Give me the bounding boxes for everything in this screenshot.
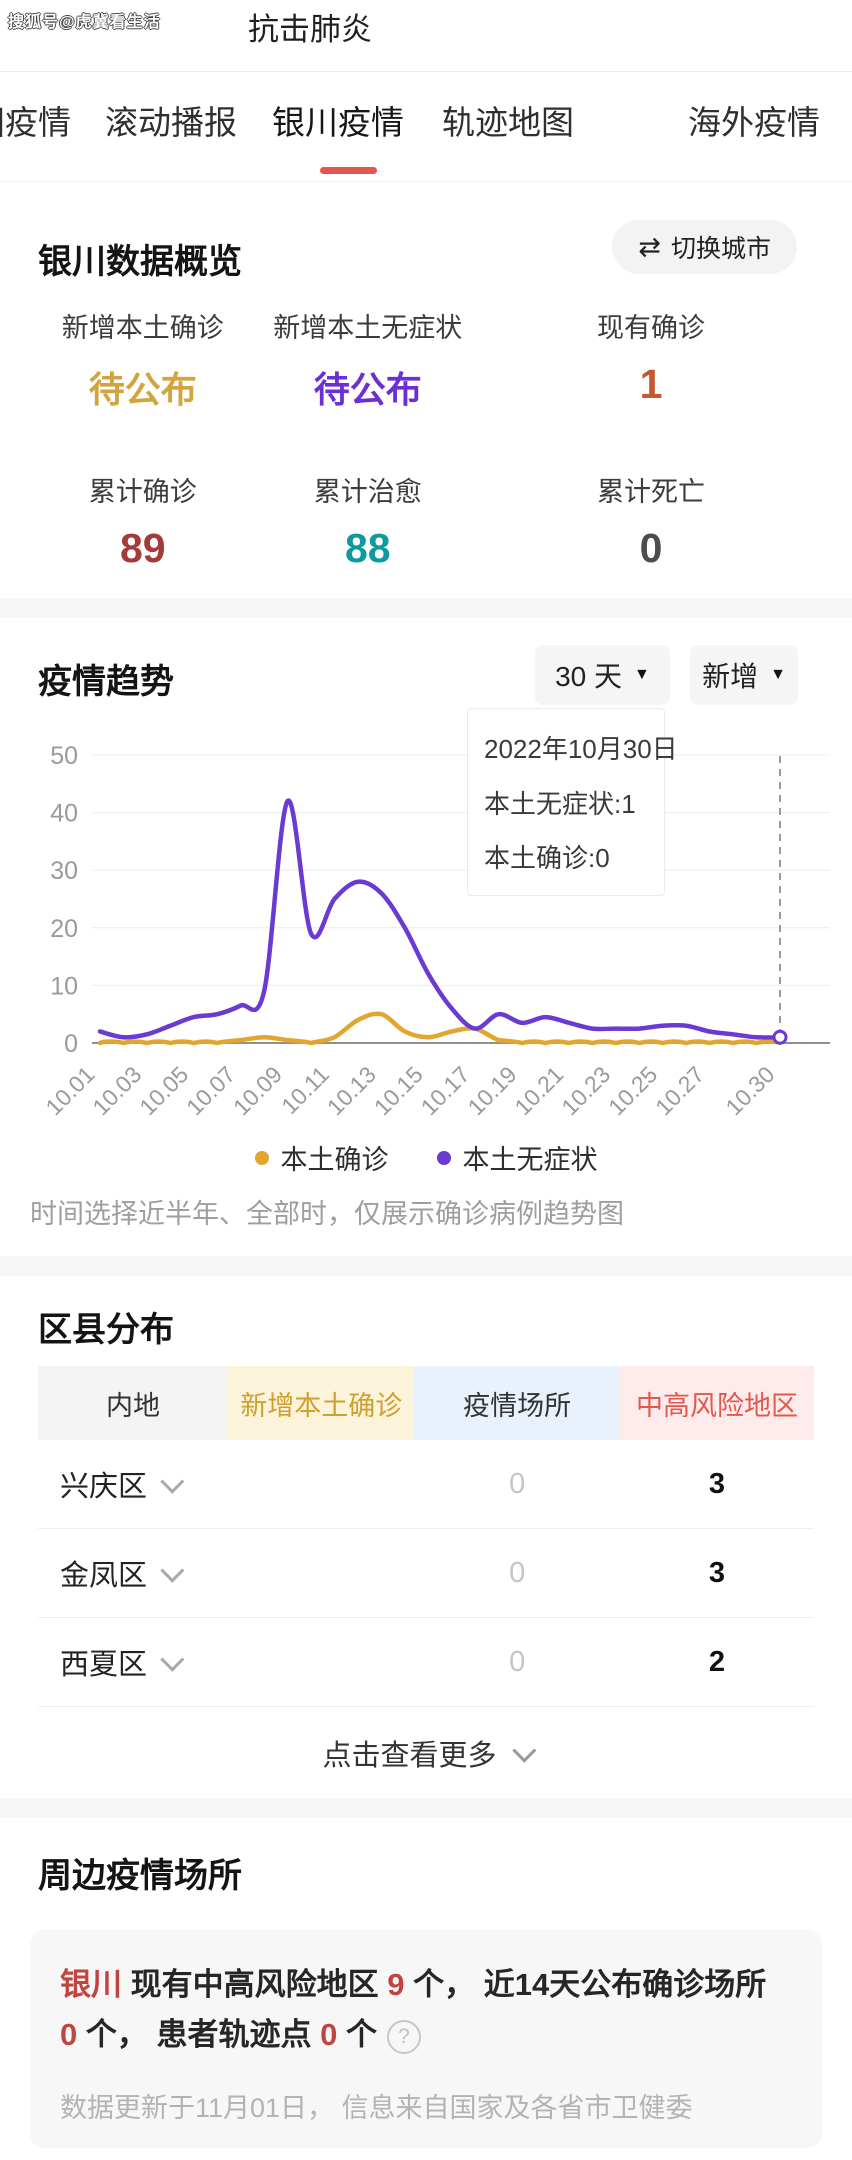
chart-tooltip: 2022年10月30日 本土无症状:1 本土确诊:0	[467, 708, 678, 896]
districts-heading: 区县分布	[38, 1311, 174, 1349]
switch-city-label: 切换城市	[670, 235, 771, 263]
tab-bar: 全国疫情 滚动播报 银川疫情 轨迹地图 海外疫情	[0, 72, 852, 182]
tab-overseas[interactable]: 海外疫情	[688, 104, 820, 141]
tab-national[interactable]: 全国疫情	[0, 104, 71, 141]
page-title: 抗击肺炎	[248, 12, 372, 47]
svg-text:10.30: 10.30	[720, 1061, 779, 1120]
places-heading: 周边疫情场所	[38, 1857, 242, 1895]
tab-yinchuan[interactable]: 银川疫情	[272, 104, 404, 141]
svg-text:10.03: 10.03	[87, 1061, 146, 1120]
trend-chart-svg[interactable]: 5040302010010.0110.0310.0510.0710.0910.1…	[0, 728, 852, 1140]
svg-text:10.21: 10.21	[509, 1061, 568, 1120]
caret-down-icon: ▼	[634, 666, 650, 683]
chevron-down-icon	[160, 1647, 185, 1672]
district-expander[interactable]: 金凤区	[38, 1552, 228, 1594]
tooltip-date: 2022年10月30日	[484, 734, 678, 764]
stats-row-2: 累计确诊 89 累计治愈 88 累计死亡 0	[38, 470, 814, 572]
col-risk-areas[interactable]: 中高风险地区	[619, 1366, 814, 1440]
data-update-note: 数据更新于11月01日， 信息来自国家及各省市卫健委	[60, 2093, 693, 2123]
svg-text:50: 50	[50, 742, 78, 770]
col-new-local-confirmed[interactable]: 新增本土确诊	[228, 1366, 415, 1440]
svg-text:10: 10	[50, 972, 78, 1000]
section-gap	[0, 598, 852, 618]
stat-cumulative-cured: 累计治愈 88	[313, 477, 422, 571]
trend-footnote: 时间选择近半年、全部时，仅展示确诊病例趋势图	[30, 1199, 624, 1229]
svg-text:10.17: 10.17	[416, 1061, 475, 1120]
svg-text:30: 30	[50, 857, 78, 885]
svg-text:10.15: 10.15	[369, 1061, 428, 1120]
section-gap	[0, 1256, 852, 1276]
view-more-button[interactable]: 点击查看更多	[0, 1718, 852, 1788]
type-dropdown[interactable]: 新增 ▼	[690, 645, 798, 705]
active-tab-underline	[320, 167, 377, 174]
table-row: 金凤区 0 3	[38, 1529, 814, 1618]
places-summary-text: 银川 现有中高风险地区 9 个， 近14天公布确诊场所 0 个， 患者轨迹点 0…	[60, 1960, 792, 2060]
trend-heading: 疫情趋势	[38, 663, 174, 701]
stat-active-confirmed: 现有确诊 1	[597, 313, 706, 407]
svg-text:10.09: 10.09	[228, 1061, 287, 1120]
svg-text:40: 40	[50, 800, 78, 828]
svg-text:10.01: 10.01	[40, 1061, 99, 1120]
legend-dot-purple	[436, 1150, 451, 1165]
district-expander[interactable]: 兴庆区	[38, 1463, 228, 1505]
districts-section: 区县分布 内地 新增本土确诊 疫情场所 中高风险地区 兴庆区 0 3 金凤区	[0, 1276, 852, 1798]
chart-legend: 本土确诊 本土无症状	[0, 1138, 852, 1177]
legend-item-asymptomatic[interactable]: 本土无症状	[436, 1138, 598, 1177]
district-expander[interactable]: 西夏区	[38, 1641, 228, 1683]
col-epidemic-venues[interactable]: 疫情场所	[414, 1366, 620, 1440]
overview-section: 银川数据概览 ⇄ 切换城市 新增本土确诊 待公布 新增本土无症状 待公布 现有确…	[0, 182, 852, 598]
trend-section: 疫情趋势 30 天 ▼ 新增 ▼ 50 40 30 20 10 0 10.01 10.03 10…	[0, 618, 852, 1256]
stats-row-1: 新增本土确诊 待公布 新增本土无症状 待公布 现有确诊 1	[38, 306, 814, 413]
svg-text:20: 20	[50, 915, 78, 943]
swap-arrows-icon: ⇄	[638, 231, 661, 262]
places-section: 周边疫情场所 银川 现有中高风险地区 9 个， 近14天公布确诊场所 0 个， …	[0, 1818, 852, 2160]
svg-text:10.25: 10.25	[603, 1061, 662, 1120]
districts-table-header: 内地 新增本土确诊 疫情场所 中高风险地区	[38, 1366, 814, 1440]
summary-segments: 银川 现有中高风险地区 9 个， 近14天公布确诊场所 0 个， 患者轨迹点 0…	[60, 1967, 767, 2052]
chevron-down-icon	[160, 1469, 185, 1494]
divider	[0, 71, 852, 72]
svg-text:10.05: 10.05	[134, 1061, 193, 1120]
switch-city-button[interactable]: ⇄ 切换城市	[612, 220, 797, 274]
col-mainland: 内地	[38, 1366, 229, 1440]
tab-track-map[interactable]: 轨迹地图	[442, 104, 574, 141]
watermark: 搜狐号@虎冀看生活	[8, 14, 161, 31]
svg-text:10.13: 10.13	[322, 1061, 381, 1120]
stat-new-local-asymptomatic: 新增本土无症状 待公布	[273, 313, 463, 410]
tooltip-asymptomatic: 本土无症状:1	[484, 788, 636, 819]
range-dropdown[interactable]: 30 天 ▼	[535, 645, 670, 705]
stat-new-local-confirmed: 新增本土确诊 待公布	[61, 313, 224, 410]
chevron-down-icon	[160, 1558, 185, 1583]
section-gap	[0, 1798, 852, 1818]
table-row: 西夏区 0 2	[38, 1618, 814, 1707]
legend-dot-orange	[254, 1150, 269, 1165]
legend-item-confirmed[interactable]: 本土确诊	[254, 1138, 389, 1177]
table-row: 兴庆区 0 3	[38, 1440, 814, 1529]
svg-text:10.11: 10.11	[276, 1061, 334, 1119]
places-summary-card: 银川 现有中高风险地区 9 个， 近14天公布确诊场所 0 个， 患者轨迹点 0…	[30, 1930, 822, 2148]
chevron-down-icon	[511, 1738, 536, 1763]
stat-cumulative-confirmed: 累计确诊 89	[88, 477, 197, 571]
svg-text:10.07: 10.07	[181, 1061, 240, 1120]
svg-text:10.19: 10.19	[463, 1061, 522, 1120]
overview-heading: 银川数据概览	[38, 243, 242, 281]
svg-text:0: 0	[64, 1030, 78, 1058]
tooltip-confirmed: 本土确诊:0	[484, 843, 610, 873]
districts-table: 内地 新增本土确诊 疫情场所 中高风险地区 兴庆区 0 3 金凤区	[38, 1366, 814, 1707]
svg-text:10.23: 10.23	[556, 1061, 615, 1120]
svg-text:10.27: 10.27	[650, 1061, 709, 1120]
caret-down-icon: ▼	[770, 666, 786, 683]
help-icon[interactable]: ?	[386, 2020, 421, 2054]
stat-cumulative-deaths: 累计死亡 0	[597, 477, 706, 571]
tab-live-broadcast[interactable]: 滚动播报	[105, 104, 237, 141]
